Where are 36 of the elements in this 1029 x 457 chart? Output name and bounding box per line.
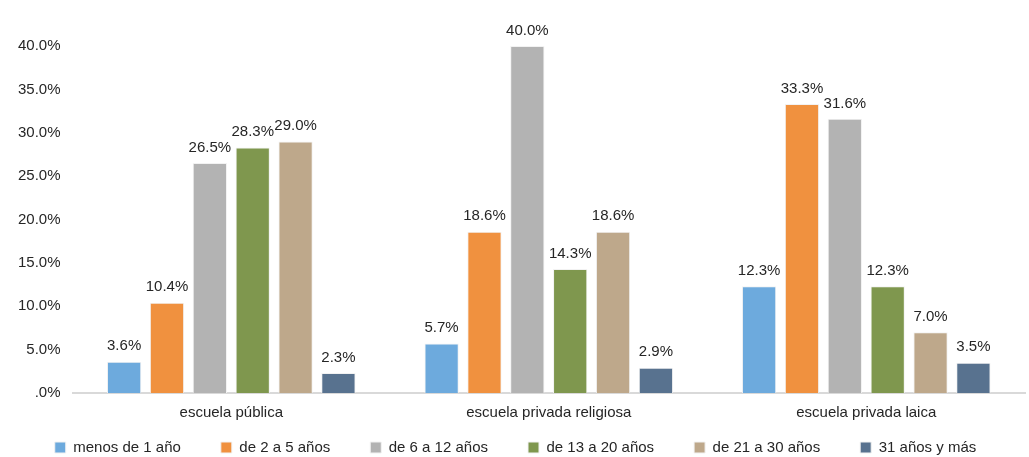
- y-tick-label: 5.0%: [26, 339, 61, 357]
- y-tick-label: 25.0%: [17, 166, 61, 184]
- data-label: 31.6%: [823, 93, 867, 111]
- y-tick-label: 20.0%: [17, 209, 61, 227]
- data-label: 2.3%: [321, 347, 356, 365]
- legend-label: de 2 a 5 años: [239, 437, 331, 455]
- data-label: 3.6%: [107, 336, 142, 354]
- data-label: 12.3%: [866, 260, 909, 278]
- y-tick-label: 35.0%: [17, 79, 61, 97]
- data-label: 12.3%: [737, 260, 781, 278]
- data-label: 2.9%: [638, 342, 674, 360]
- data-label: 18.6%: [463, 206, 506, 224]
- x-tick-label: escuela privada religiosa: [466, 403, 632, 421]
- legend-label: de 21 a 30 años: [712, 437, 821, 455]
- data-label: 40.0%: [506, 20, 549, 38]
- data-label: 14.3%: [548, 243, 592, 261]
- data-label: 10.4%: [145, 277, 189, 295]
- y-tick-label: .0%: [34, 383, 61, 401]
- data-label: 29.0%: [274, 116, 317, 134]
- y-tick-label: 30.0%: [17, 122, 61, 140]
- x-tick-label: escuela pública: [179, 403, 284, 421]
- data-label: 28.3%: [231, 122, 274, 140]
- data-label: 26.5%: [188, 137, 232, 155]
- data-label: 3.5%: [956, 337, 991, 355]
- legend-label: 31 años y más: [878, 437, 977, 455]
- legend-label: de 6 a 12 años: [388, 437, 489, 455]
- y-tick-label: 40.0%: [17, 36, 61, 54]
- legend-label: menos de 1 año: [73, 437, 181, 455]
- legend-label: de 13 a 20 años: [546, 437, 655, 455]
- y-tick-label: 15.0%: [17, 253, 61, 271]
- y-tick-label: 10.0%: [17, 296, 61, 314]
- data-label: 7.0%: [913, 306, 948, 324]
- x-tick-label: escuela privada laica: [796, 403, 937, 421]
- data-label: 33.3%: [780, 78, 824, 96]
- data-label: 5.7%: [424, 318, 459, 336]
- data-label: 18.6%: [591, 206, 635, 224]
